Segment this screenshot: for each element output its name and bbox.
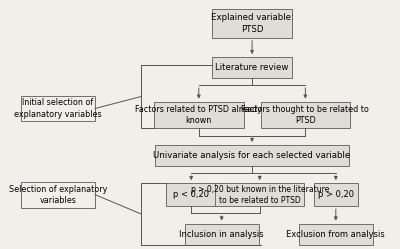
Text: p > 0,20: p > 0,20 (318, 190, 354, 199)
Text: Initial selection of
explanatory variables: Initial selection of explanatory variabl… (14, 98, 102, 119)
Text: Univariate analysis for each selected variable: Univariate analysis for each selected va… (154, 151, 351, 160)
FancyBboxPatch shape (21, 182, 95, 208)
Text: Inclusion in analysis: Inclusion in analysis (179, 230, 264, 239)
Text: Factors thought to be related to
PTSD: Factors thought to be related to PTSD (242, 105, 369, 125)
FancyBboxPatch shape (261, 102, 350, 127)
FancyBboxPatch shape (212, 58, 292, 78)
FancyBboxPatch shape (212, 9, 292, 38)
FancyBboxPatch shape (314, 183, 358, 206)
Text: Explained variable:
PTSD: Explained variable: PTSD (211, 13, 294, 34)
Text: p > 0,20 but known in the literature
to be related to PTSD: p > 0,20 but known in the literature to … (190, 185, 329, 205)
FancyBboxPatch shape (166, 183, 216, 206)
Text: Literature review: Literature review (215, 63, 289, 72)
Text: Exclusion from analysis: Exclusion from analysis (286, 230, 385, 239)
FancyBboxPatch shape (215, 183, 304, 206)
FancyBboxPatch shape (299, 224, 373, 245)
FancyBboxPatch shape (154, 102, 244, 127)
FancyBboxPatch shape (155, 145, 349, 166)
FancyBboxPatch shape (21, 96, 95, 122)
Text: Selection of explanatory
variables: Selection of explanatory variables (9, 185, 107, 205)
Text: Factors related to PTSD already
known: Factors related to PTSD already known (135, 105, 262, 125)
Text: p < 0,20: p < 0,20 (173, 190, 209, 199)
FancyBboxPatch shape (184, 224, 259, 245)
